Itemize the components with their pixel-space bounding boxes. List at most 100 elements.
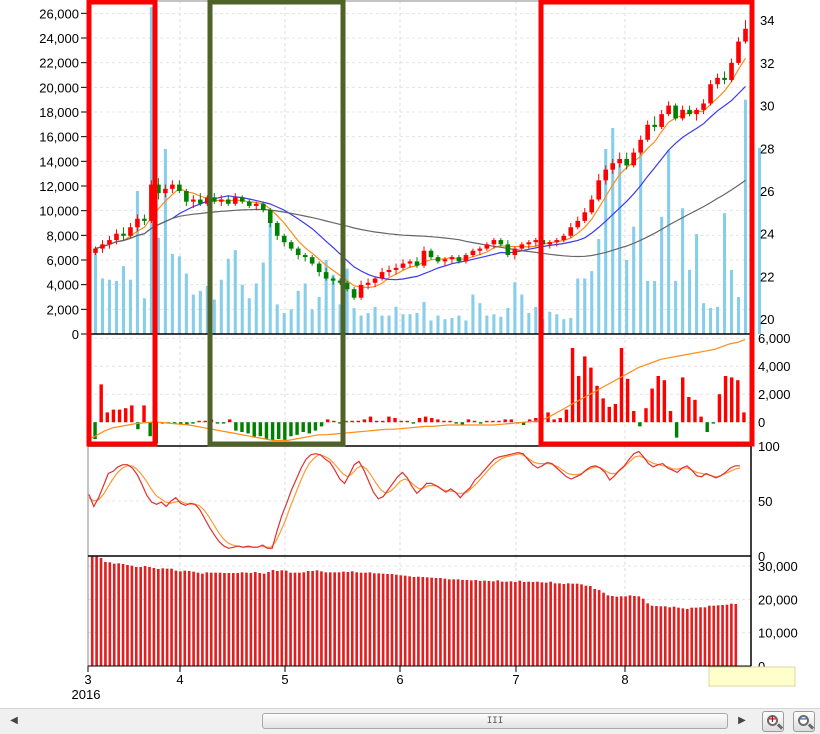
indicator-bar bbox=[479, 422, 483, 424]
bottom-bar bbox=[258, 573, 262, 666]
indicator-bar bbox=[466, 419, 471, 423]
indicator-bar bbox=[191, 422, 195, 424]
candle-body bbox=[246, 201, 252, 206]
zoom-out-button[interactable]: − bbox=[793, 711, 815, 732]
volume-tick-label: 8,000 bbox=[46, 228, 79, 243]
indicator-bar bbox=[276, 422, 281, 439]
candle-body bbox=[652, 124, 657, 127]
volume-bar bbox=[296, 290, 300, 334]
bottom-bar bbox=[505, 581, 508, 666]
scroll-left-arrow-icon[interactable]: ◀ bbox=[10, 715, 18, 726]
bottom-bar bbox=[474, 580, 478, 666]
indicator-bar bbox=[625, 378, 630, 423]
volume-bar bbox=[722, 213, 727, 334]
bottom-bar bbox=[284, 570, 288, 666]
bottom-bar bbox=[708, 605, 711, 666]
candle-body bbox=[547, 242, 553, 245]
candle-body bbox=[407, 261, 413, 264]
indicator-bar bbox=[736, 380, 740, 423]
bottom-bar bbox=[703, 607, 707, 666]
bottom-bar bbox=[721, 605, 724, 666]
candle-body bbox=[568, 227, 574, 236]
indicator-bar bbox=[503, 419, 507, 423]
oscillator-lines bbox=[88, 450, 741, 549]
indicator-bar bbox=[105, 412, 110, 423]
volume-bar bbox=[464, 320, 468, 334]
volume-bar bbox=[268, 210, 272, 334]
bottom-bar bbox=[549, 581, 552, 666]
red-highlight-left bbox=[86, 0, 158, 447]
bottom-bar bbox=[483, 580, 486, 666]
volume-bar bbox=[233, 250, 237, 334]
indicator-bar bbox=[460, 422, 465, 425]
bottom-bar bbox=[346, 572, 350, 666]
bottom-bar bbox=[157, 569, 160, 666]
ma-short-line bbox=[95, 57, 747, 289]
candle-body bbox=[491, 240, 497, 245]
scrollbar-thumb[interactable]: III bbox=[262, 713, 728, 729]
bottom-bar bbox=[615, 596, 619, 666]
bottom-bar bbox=[699, 607, 702, 666]
indicator-bar bbox=[283, 422, 287, 441]
candle-body bbox=[274, 223, 280, 236]
indicator-tick-label: 0 bbox=[758, 415, 765, 430]
indicator-bar bbox=[613, 404, 618, 423]
bottom-bar bbox=[659, 606, 663, 666]
candle-body bbox=[456, 257, 462, 262]
scroll-right-arrow-icon[interactable]: ▶ bbox=[738, 715, 746, 726]
bottom-bar bbox=[461, 580, 464, 666]
candle-body bbox=[107, 240, 112, 245]
volume-bar bbox=[709, 308, 713, 334]
bottom-bar bbox=[606, 595, 610, 666]
volume-bar bbox=[729, 269, 734, 334]
candle-body bbox=[687, 109, 692, 115]
candle-body bbox=[177, 184, 182, 191]
indicator-bar bbox=[325, 419, 330, 423]
bottom-bar bbox=[148, 567, 151, 666]
indicator-bar bbox=[338, 422, 342, 424]
candle-body bbox=[156, 184, 161, 194]
bottom-bar bbox=[112, 563, 116, 666]
bottom-bar bbox=[694, 607, 698, 666]
candle-body bbox=[554, 240, 560, 243]
volume-bar bbox=[366, 313, 370, 334]
indicator-bar bbox=[111, 409, 116, 423]
volume-bar bbox=[506, 308, 510, 334]
volume-bar bbox=[667, 150, 671, 334]
bottom-bar bbox=[496, 580, 500, 666]
volume-bar bbox=[184, 273, 188, 334]
candle-body bbox=[729, 62, 734, 80]
x-year-label: 2016 bbox=[72, 687, 101, 702]
volume-bar bbox=[674, 280, 678, 334]
bottom-bar bbox=[650, 605, 654, 666]
volume-bar bbox=[422, 301, 426, 334]
volume-bar bbox=[107, 279, 112, 334]
candle-body bbox=[330, 278, 336, 281]
indicator-bar bbox=[423, 416, 428, 423]
bottom-bar bbox=[527, 581, 530, 666]
bottom-bar bbox=[395, 574, 398, 666]
indicator-bar bbox=[142, 405, 146, 423]
bottom-bar bbox=[566, 583, 570, 666]
indicator-bar bbox=[258, 422, 263, 437]
indicator-bars bbox=[93, 348, 746, 444]
bottom-bar bbox=[231, 573, 235, 666]
bottom-bar bbox=[90, 556, 94, 666]
bottom-bar bbox=[611, 596, 614, 666]
bottom-bar bbox=[500, 581, 504, 666]
indicator-bar bbox=[270, 422, 275, 441]
x-tick-label: 3 bbox=[84, 672, 91, 687]
indicator-bar bbox=[240, 422, 244, 432]
bottom-bar bbox=[628, 595, 632, 666]
bottom-bar bbox=[245, 572, 248, 666]
scrollbar-grip: III bbox=[486, 716, 504, 726]
volume-bar bbox=[569, 317, 573, 334]
horizontal-scrollbar[interactable]: ◀ III ▶ + − bbox=[0, 708, 820, 734]
candle-body bbox=[218, 199, 224, 202]
bottom-bar bbox=[641, 598, 645, 666]
bottom-bar bbox=[315, 570, 319, 666]
bottom-bar bbox=[730, 603, 733, 666]
bottom-bar bbox=[350, 571, 354, 666]
bottom-bar bbox=[580, 584, 583, 666]
zoom-in-button[interactable]: + bbox=[762, 711, 784, 732]
